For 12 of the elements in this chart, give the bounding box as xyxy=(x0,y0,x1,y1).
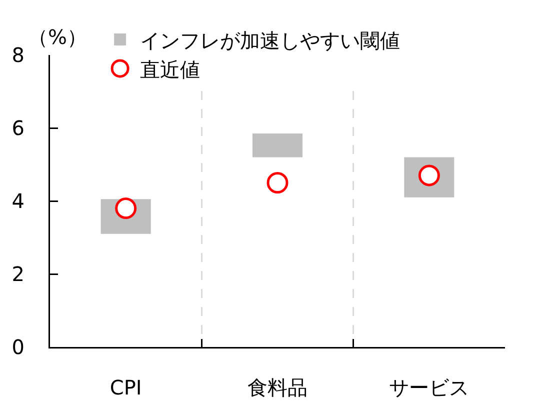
y-tick-label: 4 xyxy=(12,189,24,213)
y-axis-title: （%） xyxy=(28,25,88,49)
x-tick-label: サービス xyxy=(389,376,470,400)
y-tick-label: 0 xyxy=(12,335,24,359)
x-tick-label: 食料品 xyxy=(248,376,308,400)
y-tick-label: 8 xyxy=(12,43,24,67)
x-tick-label: CPI xyxy=(110,376,142,400)
y-tick-label: 2 xyxy=(12,262,24,286)
y-tick-label: 6 xyxy=(12,116,24,140)
legend-label: インフレが加速しやすい閾値 xyxy=(140,28,400,52)
bar xyxy=(252,133,303,158)
legend-label: 直近値 xyxy=(140,57,200,82)
